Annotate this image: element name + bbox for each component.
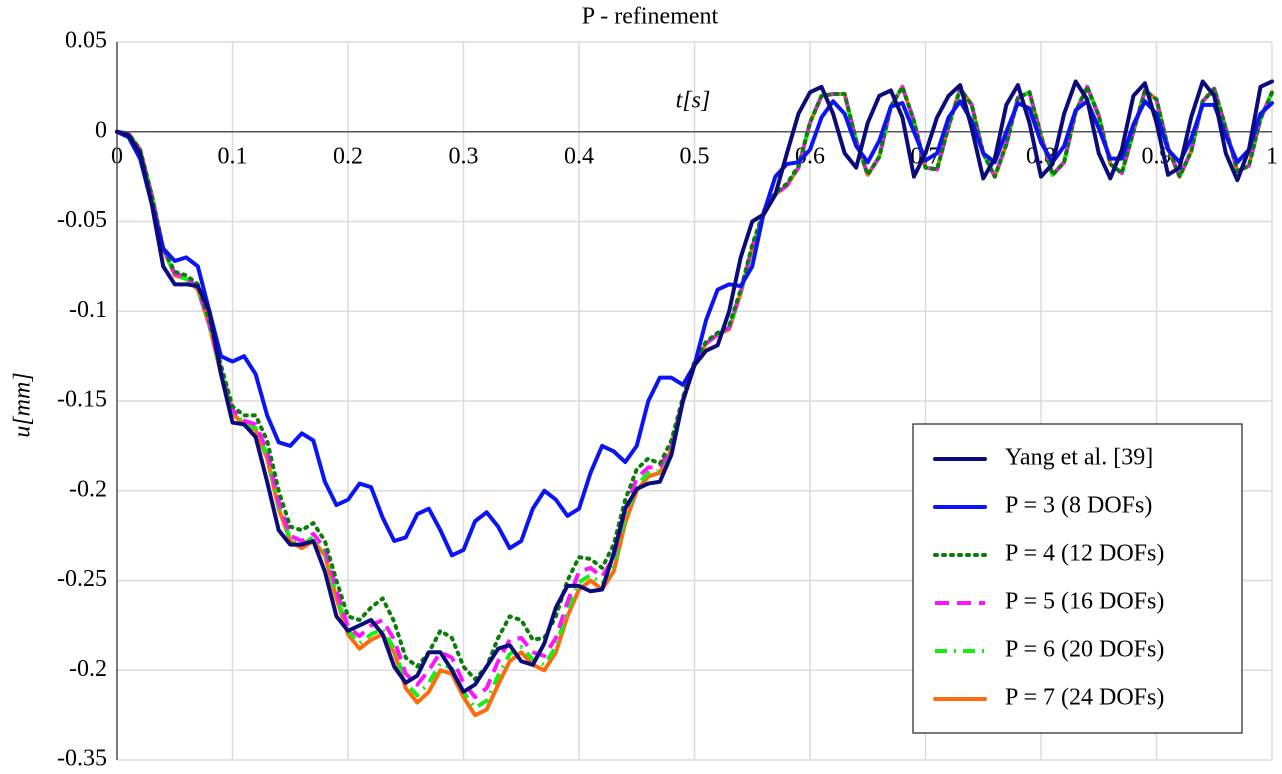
y-tick-label: -0.1 <box>69 297 107 323</box>
y-axis-label: u[mm] <box>10 372 36 437</box>
legend-box <box>912 423 1243 734</box>
x-tick-label: 0.5 <box>680 143 710 169</box>
x-tick-label: 0.4 <box>564 143 594 169</box>
legend-label: P = 6 (20 DOFs) <box>1005 637 1164 663</box>
x-tick-label: 0.3 <box>449 143 479 169</box>
x-axis-label: t[s] <box>676 88 711 114</box>
y-tick-label: -0.2 <box>69 476 107 502</box>
y-tick-label: -0.05 <box>57 207 107 233</box>
legend: Yang et al. [39] P = 3 (8 DOFs) P = 4 (12 … <box>912 423 1243 734</box>
legend-label: Yang et al. [39] <box>1005 445 1153 471</box>
legend-label: P = 7 (24 DOFs) <box>1005 685 1164 711</box>
y-tick-label: -0.15 <box>57 387 107 413</box>
y-tick-label: -0.35 <box>57 746 107 772</box>
x-tick-label: 0.2 <box>333 143 363 169</box>
legend-label: P = 5 (16 DOFs) <box>1005 589 1164 615</box>
legend-label: P = 4 (12 DOFs) <box>1005 541 1164 567</box>
y-tick-label: 0 <box>95 117 107 143</box>
chart-title: P - refinement <box>582 4 719 30</box>
y-tick-label: -0.2 <box>69 656 107 682</box>
x-tick-label: 1 <box>1266 143 1278 169</box>
grid <box>116 41 1273 761</box>
y-tick-label: -0.25 <box>57 566 107 592</box>
x-tick-label: 0.1 <box>218 143 248 169</box>
axes: 0.050-0.05-0.1-0.15-0.2-0.25-0.2-0.3500.… <box>57 28 1278 772</box>
plot-lines <box>115 79 1274 718</box>
series-line <box>115 79 1274 694</box>
y-tick-label: 0.05 <box>65 28 107 54</box>
legend-label: P = 3 (8 DOFs) <box>1005 493 1152 519</box>
